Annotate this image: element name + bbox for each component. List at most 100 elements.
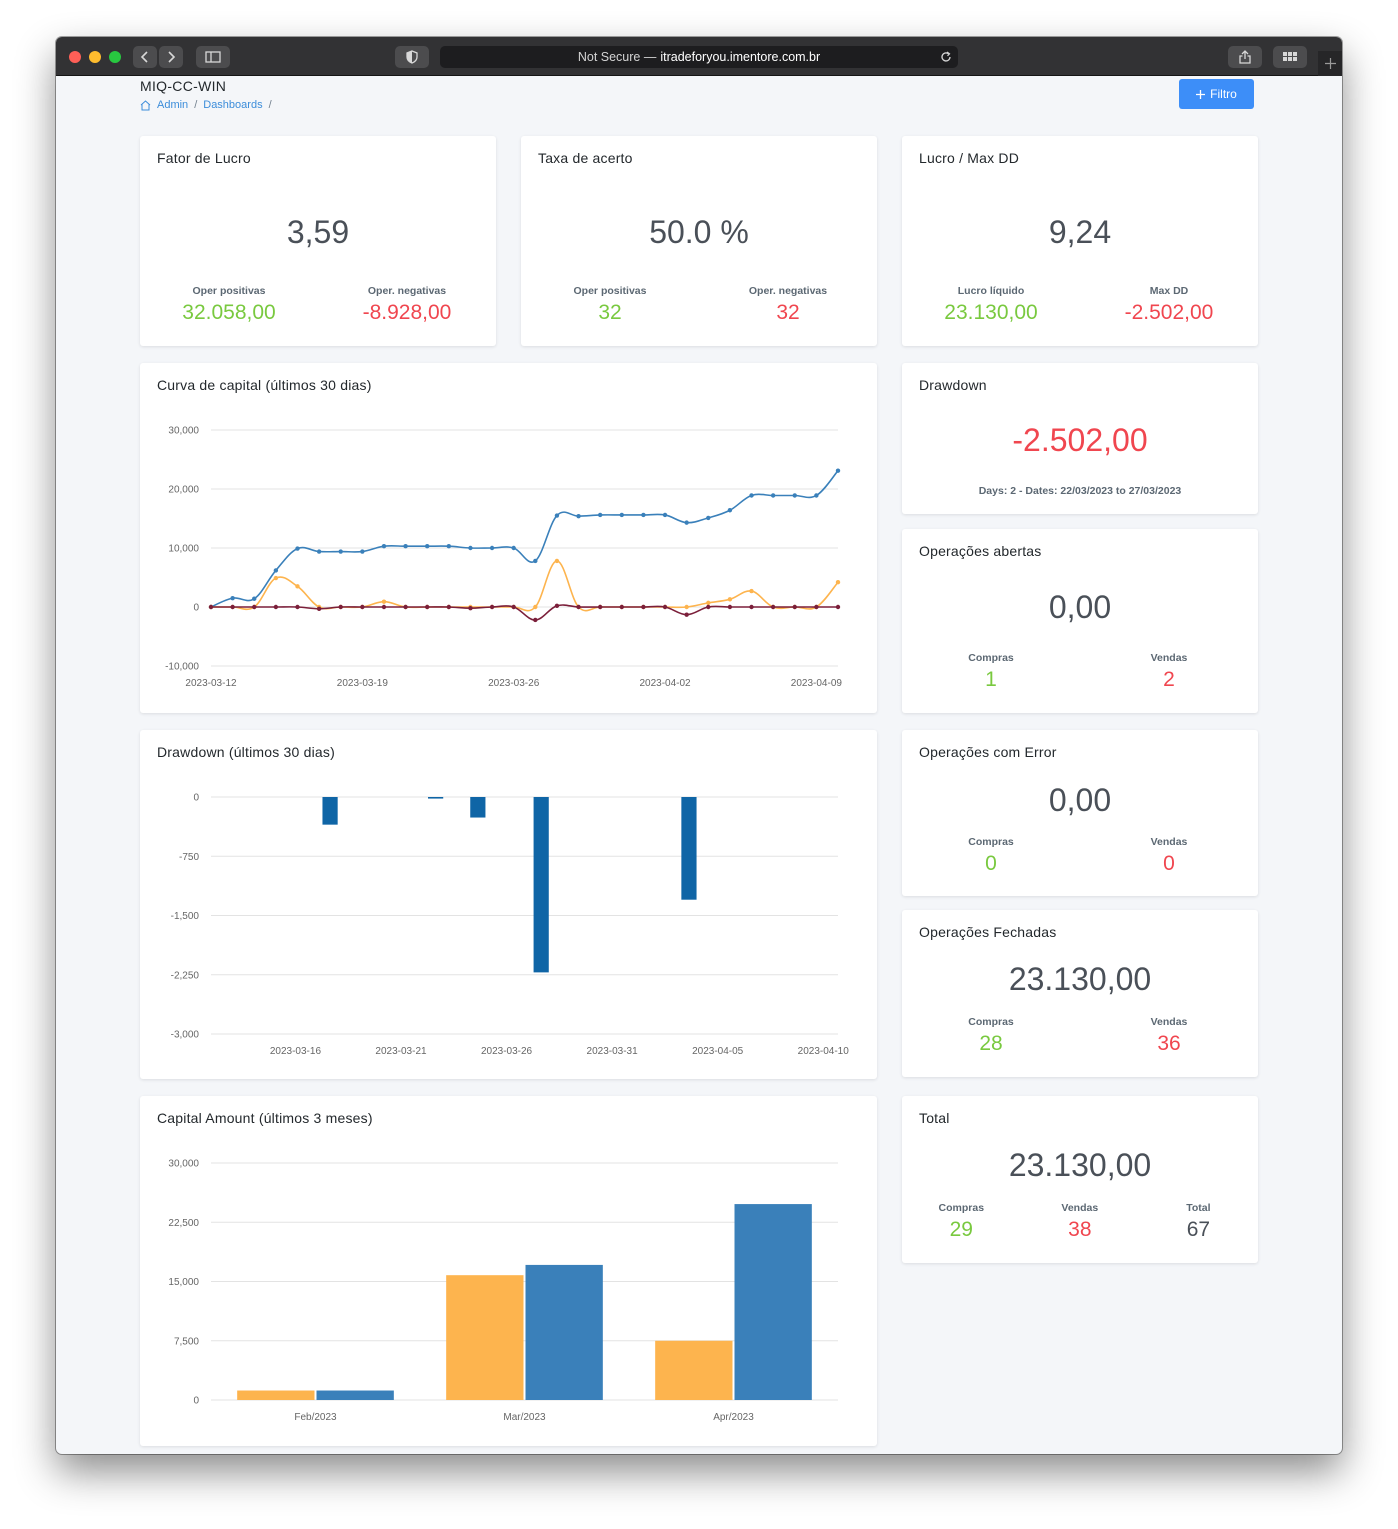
forward-button[interactable] xyxy=(159,46,183,68)
url-host: itradeforyou.imentore.com.br xyxy=(660,50,821,64)
filter-button[interactable]: Filtro xyxy=(1179,79,1254,109)
stat-value: 2 xyxy=(1163,668,1175,691)
data-point xyxy=(835,604,841,610)
y-tick-label: 0 xyxy=(193,603,199,614)
data-point xyxy=(381,604,387,610)
data-point xyxy=(814,604,819,610)
data-point xyxy=(662,512,668,518)
card-title: Operações com Error xyxy=(919,744,1057,760)
data-point xyxy=(273,604,279,610)
card-operacoes-error: Operações com Error 0,00 Compras 0 Venda… xyxy=(902,730,1258,896)
data-point xyxy=(381,599,387,604)
data-point xyxy=(489,604,495,610)
card-main-value: 3,59 xyxy=(286,214,350,250)
reload-icon[interactable] xyxy=(940,51,952,63)
x-tick-label: 2023-03-31 xyxy=(587,1046,639,1057)
data-point xyxy=(684,612,689,617)
card-left-stat: Compras 0 xyxy=(902,836,1080,876)
data-point xyxy=(706,515,711,521)
data-point xyxy=(511,545,516,551)
minimize-window-button[interactable] xyxy=(89,51,101,63)
data-point xyxy=(316,549,322,554)
card-title: Operações abertas xyxy=(919,543,1042,559)
card-taxa-acerto: Taxa de acerto 50.0 % Oper positivas 32 … xyxy=(521,136,877,346)
data-point xyxy=(295,546,300,551)
data-point xyxy=(360,549,365,554)
stat-value: 36 xyxy=(1157,1032,1181,1055)
data-point xyxy=(511,604,516,610)
stat-label: Vendas xyxy=(1150,652,1188,664)
data-point xyxy=(619,604,624,610)
address-bar[interactable]: Not Secure — itradeforyou.imentore.com.br xyxy=(440,46,958,68)
stat-value: -8.928,00 xyxy=(362,301,452,324)
breadcrumb-admin[interactable]: Admin xyxy=(157,99,189,111)
stat-value: 67 xyxy=(1186,1218,1211,1241)
total-total-stat: Total 67 xyxy=(1139,1202,1258,1242)
back-button[interactable] xyxy=(133,46,157,68)
data-point xyxy=(208,604,214,610)
data-point xyxy=(727,508,733,513)
data-point xyxy=(273,568,279,573)
data-point xyxy=(706,600,711,606)
tab-overview-button[interactable] xyxy=(1273,46,1307,68)
data-point xyxy=(749,604,754,610)
sidebar-toggle-button[interactable] xyxy=(196,46,230,68)
zoom-window-button[interactable] xyxy=(109,51,121,63)
drawdown-detail: Days: 2 - Dates: 22/03/2023 to 27/03/202… xyxy=(978,485,1182,497)
data-point xyxy=(684,604,689,610)
card-title: Total xyxy=(919,1110,950,1126)
data-point xyxy=(316,606,322,611)
data-point xyxy=(770,604,776,610)
card-left-stat: Oper positivas 32 xyxy=(521,285,699,325)
card-main-value: 0,00 xyxy=(1048,589,1112,625)
stat-label: Max DD xyxy=(1149,285,1189,297)
total-compras-stat: Compras 29 xyxy=(902,1202,1021,1242)
data-point xyxy=(576,604,581,610)
stat-label: Vendas xyxy=(1150,836,1188,848)
stat-value: 38 xyxy=(1068,1218,1092,1241)
card-lucro-maxdd: Lucro / Max DD 9,24 Lucro líquido 23.130… xyxy=(902,136,1258,346)
dashboard-page: MIQ-CC-WIN Admin / Dashboards / Filtro F… xyxy=(56,77,1342,1454)
data-point xyxy=(641,604,646,610)
card-capital-amount: Capital Amount (últimos 3 meses) 0 7,500 1… xyxy=(140,1096,877,1446)
grid-icon xyxy=(1283,52,1297,61)
close-window-button[interactable] xyxy=(69,51,81,63)
data-point xyxy=(533,617,538,623)
capital-bar xyxy=(316,1390,394,1400)
drawdown-bar xyxy=(681,797,697,900)
breadcrumb-dashboards[interactable]: Dashboards xyxy=(203,99,263,111)
data-point xyxy=(273,575,279,581)
data-point xyxy=(403,544,408,549)
data-point xyxy=(749,493,754,498)
data-point xyxy=(489,545,495,551)
stat-value: 28 xyxy=(979,1032,1003,1055)
drawdown-bar xyxy=(322,797,338,825)
data-point xyxy=(446,604,452,610)
privacy-shield-button[interactable] xyxy=(395,46,429,68)
card-title: Lucro / Max DD xyxy=(919,150,1020,166)
card-curva-capital: Curva de capital (últimos 30 dias) -10,0… xyxy=(140,363,877,713)
card-right-stat: Vendas 0 xyxy=(1080,836,1258,876)
x-tick-label: 2023-04-09 xyxy=(791,678,843,689)
new-tab-button[interactable] xyxy=(1318,51,1342,76)
card-title: Drawdown (últimos 30 dias) xyxy=(157,744,335,760)
data-point xyxy=(403,604,408,610)
data-point xyxy=(835,580,841,585)
capital-bar xyxy=(237,1390,315,1400)
y-tick-label: -10,000 xyxy=(165,662,199,673)
card-main-value: 23.130,00 xyxy=(1008,1147,1152,1183)
x-tick-label: 2023-04-10 xyxy=(798,1046,850,1057)
data-point xyxy=(554,558,560,564)
data-point xyxy=(360,604,365,610)
breadcrumb: Admin / Dashboards / xyxy=(140,99,272,111)
data-point xyxy=(295,584,300,589)
data-point xyxy=(338,604,343,610)
data-point xyxy=(295,604,300,610)
data-point xyxy=(770,493,776,498)
chevron-right-icon xyxy=(168,51,176,63)
card-right-stat: Vendas 36 xyxy=(1080,1016,1258,1056)
share-button[interactable] xyxy=(1228,46,1262,68)
stat-value: 29 xyxy=(949,1218,973,1241)
y-tick-label: 0 xyxy=(193,1396,199,1407)
card-title: Fator de Lucro xyxy=(157,150,251,166)
